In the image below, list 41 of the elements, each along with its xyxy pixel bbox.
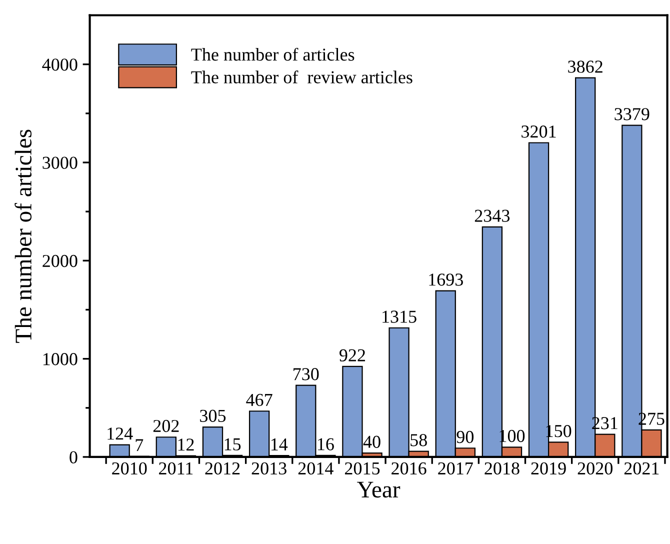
data-label: 90: [456, 430, 474, 444]
y-axis-title: The number of articles: [14, 130, 32, 343]
x-tick-label: 2012: [205, 462, 240, 475]
data-label: 467: [246, 394, 272, 406]
data-label: 16: [318, 438, 334, 450]
data-label: 922: [340, 349, 366, 362]
y-tick-label: 1000: [43, 353, 78, 366]
x-tick-label: 2017: [438, 462, 473, 475]
y-tick-label: 3000: [42, 156, 78, 169]
y-tick-label: 0: [70, 451, 78, 464]
data-label: 40: [363, 436, 380, 448]
data-label: 305: [200, 410, 226, 422]
data-label: 3379: [614, 108, 650, 120]
data-label: 124: [108, 428, 133, 440]
x-tick-label: 2011: [159, 462, 193, 475]
data-label: 1315: [382, 310, 416, 323]
legend-label: The number of review articles: [191, 70, 412, 84]
x-tick-label: 2020: [578, 462, 612, 475]
data-label: 202: [153, 420, 179, 432]
data-label: 12: [178, 438, 194, 451]
x-tick-label: 2016: [392, 462, 426, 475]
y-tick-label: 4000: [42, 58, 78, 71]
data-label: 2343: [474, 210, 510, 222]
x-tick-label: 2018: [484, 462, 520, 475]
x-tick-label: 2014: [298, 462, 334, 475]
y-tick-label: 2000: [42, 254, 78, 268]
data-label: 730: [294, 368, 319, 380]
x-tick-label: 2015: [344, 462, 380, 475]
x-tick-label: 2021: [624, 462, 659, 475]
data-label: 3862: [568, 60, 602, 73]
data-label: 58: [410, 434, 427, 446]
data-label: 3201: [522, 126, 556, 138]
x-tick-label: 2010: [112, 462, 147, 475]
x-tick-label: 2013: [252, 462, 286, 475]
data-label: 14: [271, 438, 288, 450]
x-tick-label: 2019: [531, 462, 566, 475]
data-label: 15: [224, 438, 241, 450]
legend-label: The number of articles: [191, 48, 354, 61]
data-label: 7: [136, 439, 144, 452]
data-label: 1693: [429, 274, 463, 286]
x-axis-title: Year: [357, 482, 400, 498]
